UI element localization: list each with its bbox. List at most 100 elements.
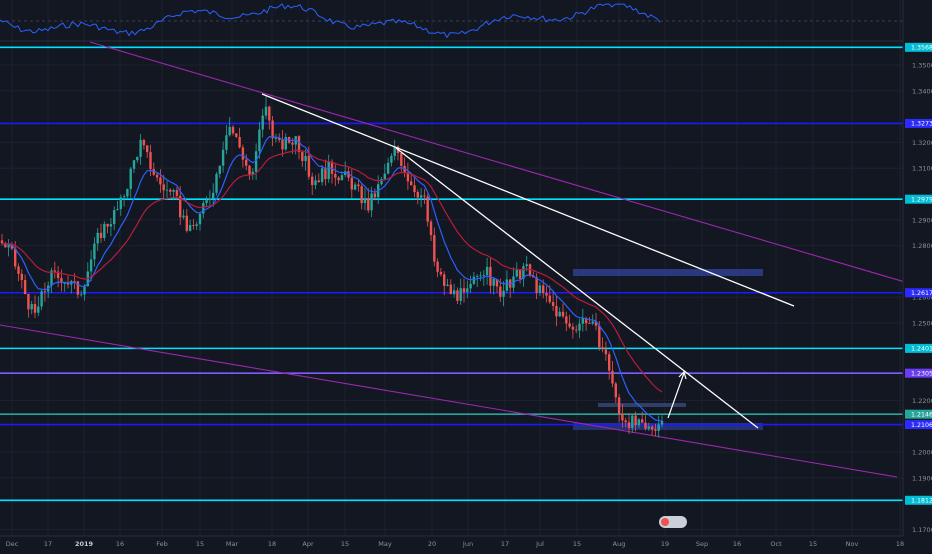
candle-body [119,197,122,209]
candle-body [198,213,202,225]
candle-body [254,151,258,172]
candle-body [344,171,347,176]
candle-body [205,200,208,204]
oscillator-line [0,3,661,39]
candle-body [317,180,320,183]
candle-body [284,136,287,150]
candle-body [644,422,647,429]
candle-body [225,135,228,150]
price-axis-bg [903,0,932,550]
candle-body [423,195,426,197]
candle-body [301,151,304,162]
x-tick-label: 2019 [75,540,94,548]
candle-body [63,282,66,284]
projection-arrow-shaft [667,372,685,419]
candle-body [261,115,264,130]
candle-body [565,316,568,324]
logo-icon [661,518,669,526]
price-level-tag [905,194,932,204]
candle-body [476,276,479,277]
x-tick-label: Dec [6,540,19,548]
candle-body [604,349,608,355]
candle-body [446,284,449,286]
candle-body [594,321,598,326]
candle-body [33,303,37,313]
candle-body [462,288,466,293]
candle-body [578,323,581,331]
candle-body [485,266,489,275]
channel-upper [89,41,932,291]
candle-body [558,311,561,317]
candle-body [367,198,370,211]
candle-body [575,329,578,331]
candle-body [235,133,238,138]
candle-body [192,225,195,226]
candle-body [416,192,419,198]
price-level-label: 1.24016 [911,346,932,353]
candle-body [413,185,416,193]
y-tick-label: 1.25000 [912,320,932,328]
candle-body [532,275,535,278]
candle-body [264,106,268,116]
candle-body [637,419,641,426]
candle-body [0,240,4,244]
candle-body [258,129,261,152]
candle-body [169,189,172,192]
x-tick-label: Mar [226,540,239,548]
x-tick-label: 17 [44,540,52,548]
x-tick-label: 19 [661,540,669,548]
candle-body [7,245,10,248]
candle-body [380,179,383,185]
candle-body [647,426,650,429]
candle-body [146,145,149,153]
candle-body [631,415,634,428]
y-tick-label: 1.29000 [912,216,932,224]
candle-body [304,155,307,162]
x-tick-label: Oct [770,540,782,548]
ema-slow-line [1,149,663,393]
candle-body [433,235,436,262]
candle-body [43,291,47,293]
candle-body [347,171,350,178]
candle-body [611,370,614,384]
candle-body [660,421,664,425]
candle-body [122,196,126,198]
time-axis: Dec 17 2019 16 Feb 15 Mar 18 Apr 15 May 20 Jun 17 Jul 1… [0,535,904,548]
x-tick-label: Jul [535,540,544,548]
x-tick-label: 18 [896,540,904,548]
candle-body [436,261,439,272]
candle-body [56,271,60,279]
x-tick-label: Nov [846,540,859,548]
candle-body [327,161,330,180]
y-tick-label: 1.19000 [912,474,932,482]
candle-body [443,274,446,286]
candle-body [136,156,139,161]
candle-body [419,195,423,198]
candle-body [274,138,278,139]
trendline-short [395,147,759,429]
price-level-label: 1.21064 [911,422,932,429]
candle-body [456,290,459,301]
price-level-label: 1.21466 [911,411,932,418]
x-tick-label: 17 [501,540,509,548]
price-level-tag [905,288,932,298]
candle-body [241,147,245,160]
candle-body [172,190,175,192]
channel-lower [0,324,898,478]
candle-body [116,208,119,211]
trendline-long [261,93,795,307]
candle-body [106,223,109,227]
candle-body [330,161,334,174]
candle-body [132,160,136,169]
candle-body [591,321,594,324]
candle-body [518,269,522,279]
candle-body [393,146,396,156]
candle-body [155,174,159,178]
candle-body [314,180,317,186]
candle-body [221,149,225,166]
candle-body [251,171,254,175]
candle-body [103,223,106,238]
chart-grid [0,0,903,536]
candle-body [129,168,132,190]
